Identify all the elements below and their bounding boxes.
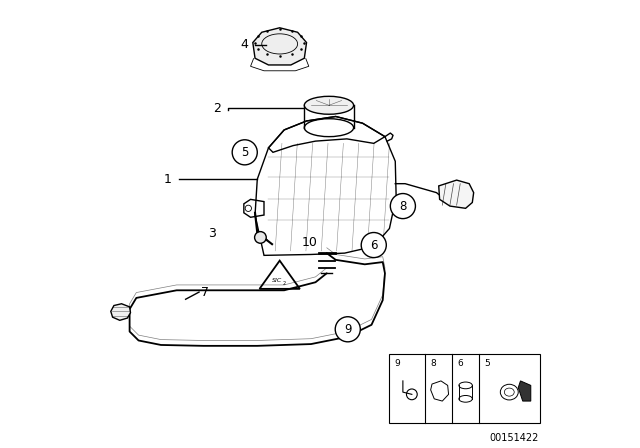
Polygon shape <box>439 180 474 208</box>
Text: 00151422: 00151422 <box>489 433 539 443</box>
Text: 5: 5 <box>484 359 490 368</box>
Text: 8: 8 <box>399 199 406 213</box>
Bar <box>389 354 540 423</box>
Text: 5: 5 <box>241 146 248 159</box>
Circle shape <box>390 194 415 219</box>
Text: 1: 1 <box>163 172 172 186</box>
Polygon shape <box>111 304 131 320</box>
Text: 6: 6 <box>458 359 463 368</box>
Circle shape <box>232 140 257 165</box>
Text: 9: 9 <box>344 323 351 336</box>
Text: 4: 4 <box>241 38 248 52</box>
Text: 2: 2 <box>212 102 221 115</box>
Text: 6: 6 <box>370 238 378 252</box>
Polygon shape <box>253 28 307 65</box>
Circle shape <box>361 233 387 258</box>
Text: 7: 7 <box>202 286 209 300</box>
Text: SIC: SIC <box>272 277 283 283</box>
Text: 9: 9 <box>395 359 401 368</box>
Text: 10: 10 <box>301 236 317 250</box>
Text: 2: 2 <box>283 280 285 286</box>
Text: 8: 8 <box>431 359 436 368</box>
Ellipse shape <box>305 96 354 114</box>
Circle shape <box>335 317 360 342</box>
Circle shape <box>255 232 266 243</box>
Polygon shape <box>518 381 531 401</box>
Text: 3: 3 <box>208 227 216 241</box>
